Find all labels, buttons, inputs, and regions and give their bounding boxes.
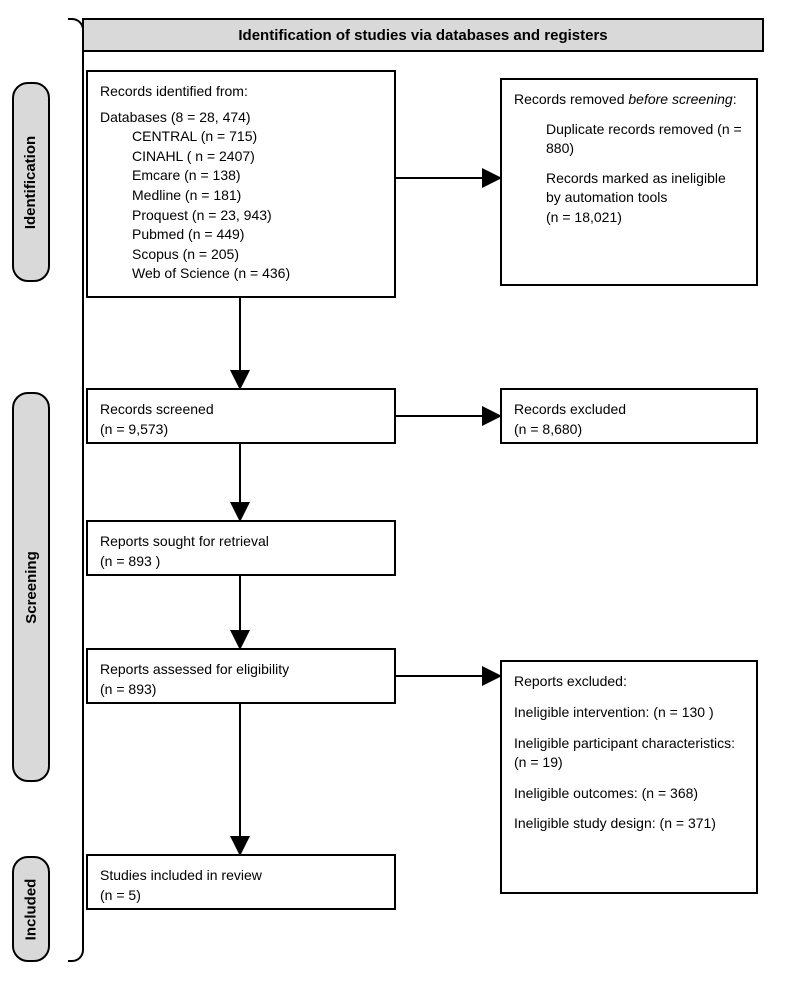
arrows-layer [0,0,789,988]
